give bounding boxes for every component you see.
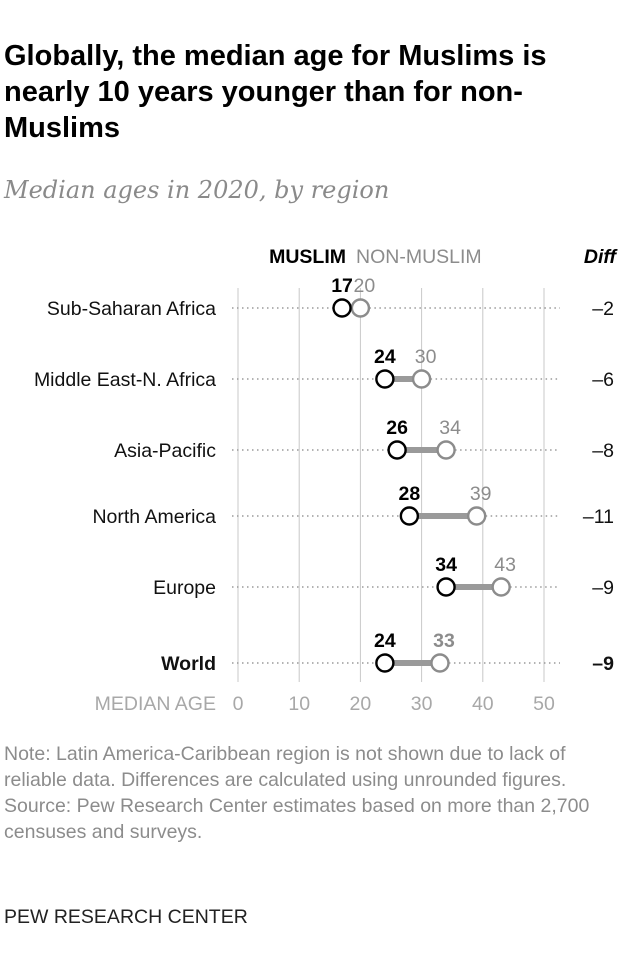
muslim-dot bbox=[332, 298, 352, 318]
chart-title: Globally, the median age for Muslims is … bbox=[4, 40, 547, 144]
data-row: Asia-Pacific –8 26 34 bbox=[114, 417, 614, 462]
region-label: North America bbox=[92, 506, 216, 528]
footer-credit: PEW RESEARCH CENTER bbox=[4, 906, 248, 928]
diff-label: –6 bbox=[592, 369, 614, 391]
region-label: Sub-Saharan Africa bbox=[47, 298, 216, 320]
muslim-value-label: 24 bbox=[374, 346, 396, 368]
chart-subtitle: Median ages in 2020, by region bbox=[4, 176, 390, 204]
diff-label: –11 bbox=[583, 506, 614, 528]
legend-muslim: MUSLIM bbox=[269, 246, 346, 268]
non-muslim-value-label: 34 bbox=[439, 417, 461, 439]
non-muslim-dot bbox=[491, 577, 511, 597]
data-row: Middle East-N. Africa –6 24 30 bbox=[34, 346, 614, 391]
source-text: Source: Pew Research Center estimates ba… bbox=[4, 795, 590, 843]
non-muslim-dot bbox=[436, 440, 456, 460]
non-muslim-dot bbox=[350, 298, 371, 318]
diff-label: –8 bbox=[592, 440, 614, 462]
non-muslim-value-label: 33 bbox=[433, 630, 455, 652]
x-tick-label: 10 bbox=[288, 693, 310, 715]
grid-layer bbox=[237, 288, 545, 682]
x-tick-label: 30 bbox=[411, 693, 433, 715]
region-label: World bbox=[161, 653, 216, 675]
x-tick-label: 0 bbox=[233, 693, 244, 715]
non-muslim-value-label: 39 bbox=[470, 483, 492, 505]
muslim-value-label: 34 bbox=[435, 554, 457, 576]
region-label: Asia-Pacific bbox=[114, 440, 216, 462]
non-muslim-value-label: 43 bbox=[494, 554, 516, 576]
x-axis-label: MEDIAN AGE bbox=[95, 693, 216, 715]
data-row: North America –11 28 39 bbox=[92, 483, 614, 528]
muslim-value-label: 26 bbox=[386, 417, 408, 439]
x-axis: MEDIAN AGE 0 10 20 30 40 50 bbox=[95, 693, 555, 715]
non-muslim-value-label: 30 bbox=[415, 346, 437, 368]
note-text: Note: Latin America-Caribbean region is … bbox=[4, 743, 567, 791]
muslim-dot bbox=[399, 506, 420, 526]
muslim-dot bbox=[436, 577, 456, 597]
non-muslim-dot bbox=[430, 653, 450, 673]
muslim-value-label: 24 bbox=[374, 630, 396, 652]
x-tick-label: 40 bbox=[472, 693, 494, 715]
non-muslim-dot bbox=[411, 369, 432, 389]
rows-layer: Sub-Saharan Africa –2 17 20 Middle East-N. A… bbox=[34, 275, 614, 675]
legend-diff: Diff bbox=[584, 246, 619, 268]
muslim-value-label: 28 bbox=[399, 483, 421, 505]
x-tick-label: 50 bbox=[533, 693, 555, 715]
region-label: Europe bbox=[153, 577, 216, 599]
muslim-value-label: 17 bbox=[331, 275, 353, 297]
muslim-dot bbox=[375, 653, 395, 673]
data-row: Europe –9 34 43 bbox=[153, 554, 614, 599]
legend-non-muslim: NON-MUSLIM bbox=[356, 246, 482, 268]
x-tick-label: 20 bbox=[350, 693, 372, 715]
data-row: Sub-Saharan Africa –2 17 20 bbox=[47, 275, 614, 320]
non-muslim-dot bbox=[466, 506, 487, 526]
chart-note: Note: Latin America-Caribbean region is … bbox=[4, 741, 594, 845]
muslim-dot bbox=[387, 440, 407, 460]
diff-label: –2 bbox=[592, 298, 614, 320]
muslim-dot bbox=[375, 369, 395, 389]
diff-label: –9 bbox=[592, 577, 614, 599]
region-label: Middle East-N. Africa bbox=[34, 369, 216, 391]
data-row: World –9 24 33 bbox=[161, 630, 614, 675]
diff-label: –9 bbox=[592, 653, 614, 675]
non-muslim-value-label: 20 bbox=[354, 275, 376, 297]
legend: MUSLIM NON-MUSLIM Diff bbox=[269, 246, 618, 268]
